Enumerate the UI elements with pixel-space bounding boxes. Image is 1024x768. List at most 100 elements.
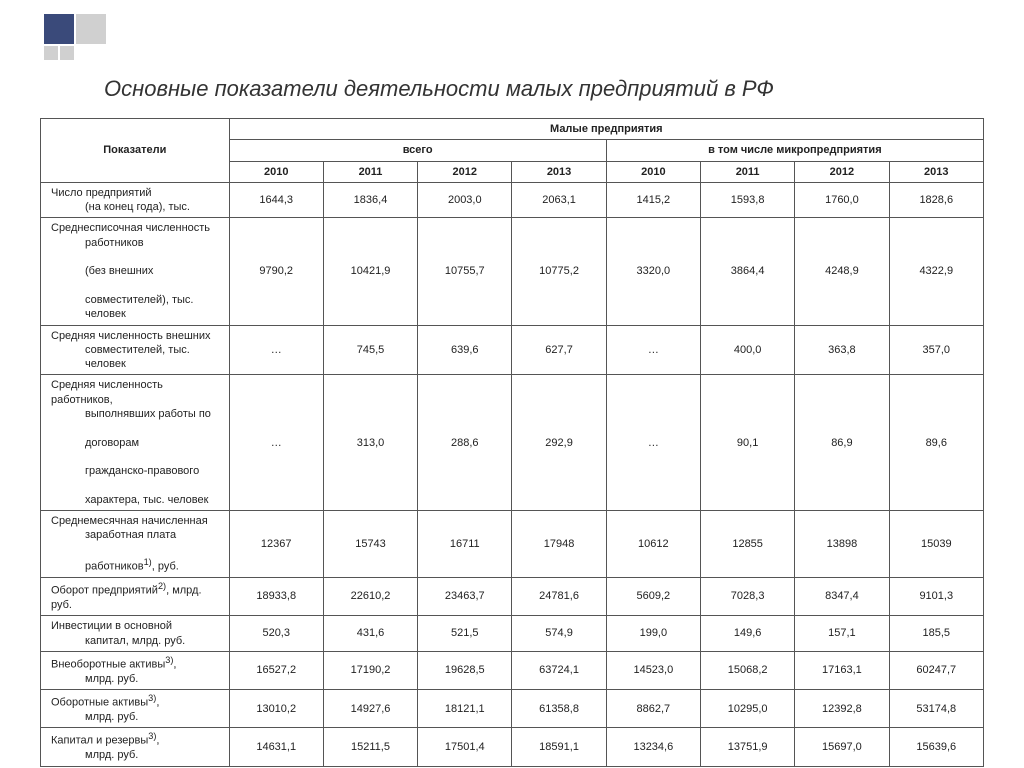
- deco-square-dark: [44, 14, 74, 44]
- data-cell: 1836,4: [323, 182, 417, 218]
- header-year: 2010: [229, 161, 323, 182]
- data-cell: 400,0: [700, 325, 794, 375]
- header-group-micro: в том числе микропредприятия: [606, 140, 983, 161]
- data-cell: 2003,0: [418, 182, 512, 218]
- data-cell: 639,6: [418, 325, 512, 375]
- table-row: Оборот предприятий2), млрд. руб.18933,82…: [41, 577, 984, 615]
- data-cell: 7028,3: [700, 577, 794, 615]
- data-cell: 24781,6: [512, 577, 606, 615]
- data-cell: 16527,2: [229, 651, 323, 689]
- data-cell: 13234,6: [606, 728, 700, 766]
- data-cell: 521,5: [418, 616, 512, 652]
- data-cell: 12367: [229, 511, 323, 578]
- data-table: Показатели Малые предприятия всего в том…: [40, 118, 984, 767]
- data-cell: 15068,2: [700, 651, 794, 689]
- table-row: Инвестиции в основнойкапитал, млрд. руб.…: [41, 616, 984, 652]
- data-cell: 14523,0: [606, 651, 700, 689]
- row-label: Среднесписочная численностьработников(бе…: [41, 218, 230, 325]
- data-cell: 149,6: [700, 616, 794, 652]
- data-cell: 17948: [512, 511, 606, 578]
- row-label: Оборотные активы3),млрд. руб.: [41, 690, 230, 728]
- data-cell: 199,0: [606, 616, 700, 652]
- data-cell: 288,6: [418, 375, 512, 511]
- table-row: Число предприятий(на конец года), тыс.16…: [41, 182, 984, 218]
- data-cell: 18591,1: [512, 728, 606, 766]
- data-cell: …: [606, 375, 700, 511]
- data-cell: 90,1: [700, 375, 794, 511]
- table-row: Средняя численность работников,выполнявш…: [41, 375, 984, 511]
- data-cell: 574,9: [512, 616, 606, 652]
- header-year: 2011: [323, 161, 417, 182]
- header-year: 2012: [418, 161, 512, 182]
- data-cell: 3864,4: [700, 218, 794, 325]
- header-group-total: всего: [229, 140, 606, 161]
- data-cell: 15211,5: [323, 728, 417, 766]
- data-cell: 745,5: [323, 325, 417, 375]
- row-label: Инвестиции в основнойкапитал, млрд. руб.: [41, 616, 230, 652]
- data-cell: 53174,8: [889, 690, 983, 728]
- table-row: Средняя численность внешнихсовместителей…: [41, 325, 984, 375]
- data-cell: 157,1: [795, 616, 889, 652]
- data-cell: 63724,1: [512, 651, 606, 689]
- table-row: Среднемесячная начисленнаязаработная пла…: [41, 511, 984, 578]
- data-cell: 13898: [795, 511, 889, 578]
- data-cell: 627,7: [512, 325, 606, 375]
- row-label: Внеоборотные активы3),млрд. руб.: [41, 651, 230, 689]
- data-cell: 5609,2: [606, 577, 700, 615]
- data-cell: 19628,5: [418, 651, 512, 689]
- data-cell: 14927,6: [323, 690, 417, 728]
- data-cell: 15697,0: [795, 728, 889, 766]
- data-cell: 10612: [606, 511, 700, 578]
- slide-title: Основные показатели деятельности малых п…: [104, 76, 774, 102]
- data-cell: 1828,6: [889, 182, 983, 218]
- row-label: Средняя численность внешнихсовместителей…: [41, 325, 230, 375]
- data-cell: 8347,4: [795, 577, 889, 615]
- data-table-container: Показатели Малые предприятия всего в том…: [40, 118, 984, 767]
- data-cell: 18121,1: [418, 690, 512, 728]
- header-indicators: Показатели: [41, 119, 230, 183]
- data-cell: 15039: [889, 511, 983, 578]
- data-cell: 12855: [700, 511, 794, 578]
- data-cell: 13751,9: [700, 728, 794, 766]
- data-cell: 16711: [418, 511, 512, 578]
- data-cell: 2063,1: [512, 182, 606, 218]
- data-cell: 185,5: [889, 616, 983, 652]
- data-cell: 1644,3: [229, 182, 323, 218]
- data-cell: 10755,7: [418, 218, 512, 325]
- data-cell: 431,6: [323, 616, 417, 652]
- data-cell: 17190,2: [323, 651, 417, 689]
- deco-square-small: [44, 46, 58, 60]
- row-label: Среднемесячная начисленнаязаработная пла…: [41, 511, 230, 578]
- data-cell: 10775,2: [512, 218, 606, 325]
- row-label: Оборот предприятий2), млрд. руб.: [41, 577, 230, 615]
- row-label: Средняя численность работников,выполнявш…: [41, 375, 230, 511]
- data-cell: 363,8: [795, 325, 889, 375]
- data-cell: 18933,8: [229, 577, 323, 615]
- data-cell: …: [229, 375, 323, 511]
- data-cell: 10421,9: [323, 218, 417, 325]
- header-year: 2010: [606, 161, 700, 182]
- table-row: Капитал и резервы3),млрд. руб.14631,1152…: [41, 728, 984, 766]
- data-cell: 60247,7: [889, 651, 983, 689]
- deco-square-small: [60, 46, 74, 60]
- data-cell: 4248,9: [795, 218, 889, 325]
- data-cell: 313,0: [323, 375, 417, 511]
- data-cell: 1760,0: [795, 182, 889, 218]
- header-year: 2011: [700, 161, 794, 182]
- data-cell: 23463,7: [418, 577, 512, 615]
- data-cell: 17163,1: [795, 651, 889, 689]
- header-year: 2013: [512, 161, 606, 182]
- header-year: 2012: [795, 161, 889, 182]
- data-cell: 357,0: [889, 325, 983, 375]
- data-cell: 86,9: [795, 375, 889, 511]
- row-label: Капитал и резервы3),млрд. руб.: [41, 728, 230, 766]
- data-cell: 3320,0: [606, 218, 700, 325]
- deco-square-light: [76, 14, 106, 44]
- table-row: Среднесписочная численностьработников(бе…: [41, 218, 984, 325]
- data-cell: 4322,9: [889, 218, 983, 325]
- data-cell: 1415,2: [606, 182, 700, 218]
- data-cell: 292,9: [512, 375, 606, 511]
- data-cell: 22610,2: [323, 577, 417, 615]
- data-cell: …: [229, 325, 323, 375]
- table-row: Внеоборотные активы3),млрд. руб.16527,21…: [41, 651, 984, 689]
